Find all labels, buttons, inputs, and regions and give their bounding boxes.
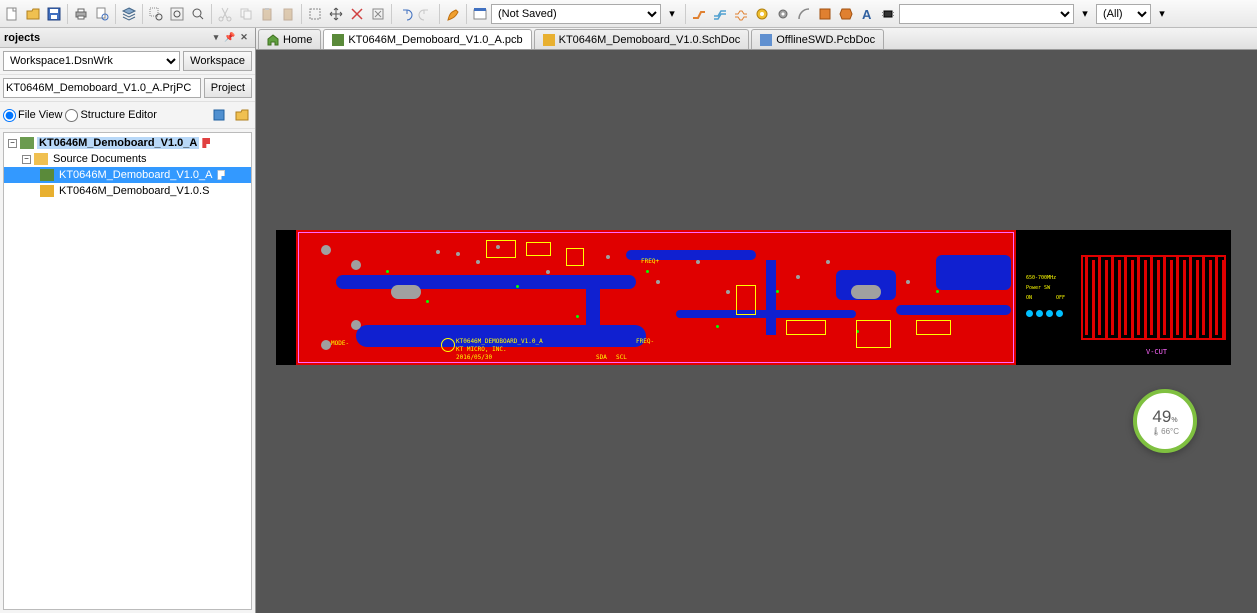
silk-freq-minus: FREQ- [636, 338, 654, 345]
projects-panel: rojects ▾ 📌 ✕ Workspace1.DsnWrk Workspac… [0, 28, 256, 613]
zoom-area-icon[interactable] [146, 4, 166, 24]
silk-date: 2016/05/30 [456, 354, 492, 361]
panel-open-icon[interactable] [232, 105, 252, 125]
home-icon [267, 34, 279, 46]
filter-dropdown-icon[interactable]: ▾ [1152, 4, 1172, 24]
silk-freq-plus: FREQ+ [641, 258, 659, 265]
project-path-input[interactable] [3, 78, 201, 98]
silk-company: KT MICRO, INC. [456, 346, 507, 353]
pcb-doc-icon [332, 34, 344, 46]
silk-off: OFF [1056, 295, 1065, 301]
main-toolbar: (Not Saved) ▾ A ▾ (All) ▾ [0, 0, 1257, 28]
route-multi-icon[interactable] [710, 4, 730, 24]
pad-icon[interactable] [752, 4, 772, 24]
pcb-board-outline: FREQ+ FREQ- KT0646M_DEMOBOARD_V1.0_A KT … [296, 230, 1016, 365]
silk-pwr: Power SW [1026, 285, 1050, 291]
panel-title-bar: rojects ▾ 📌 ✕ [0, 28, 255, 48]
component-dropdown-icon[interactable]: ▾ [1075, 4, 1095, 24]
print-preview-icon[interactable] [92, 4, 112, 24]
paste-icon[interactable] [257, 4, 277, 24]
perf-temp: 🌡66°C [1151, 427, 1179, 436]
tab-home[interactable]: Home [258, 29, 321, 49]
filter-combo[interactable]: (All) [1096, 4, 1151, 24]
panel-close-icon[interactable]: ✕ [237, 31, 251, 45]
tab-offline[interactable]: OfflineSWD.PcbDoc [751, 29, 884, 49]
pcb-canvas: FREQ+ FREQ- KT0646M_DEMOBOARD_V1.0_A KT … [276, 230, 1231, 365]
route-diff-icon[interactable] [731, 4, 751, 24]
tab-pcb[interactable]: KT0646M_Demoboard_V1.0_A.pcb [323, 29, 531, 49]
zoom-select-icon[interactable] [188, 4, 208, 24]
collapse-icon[interactable]: − [22, 155, 31, 164]
panel-pin-icon[interactable]: 📌 [223, 31, 237, 45]
structure-editor-radio[interactable]: Structure Editor [65, 109, 156, 122]
text-icon[interactable]: A [857, 4, 877, 24]
svg-text:A: A [862, 7, 872, 22]
tab-sch[interactable]: KT0646M_Demoboard_V1.0.SchDoc [534, 29, 750, 49]
layers-icon[interactable] [119, 4, 139, 24]
workspace-button[interactable]: Workspace [183, 51, 252, 71]
redo-icon[interactable] [416, 4, 436, 24]
panel-menu-icon[interactable]: ▾ [209, 31, 223, 45]
perf-percent: 49% [1152, 407, 1177, 427]
project-icon [20, 137, 34, 149]
arc-icon[interactable] [794, 4, 814, 24]
silk-on: ON [1026, 295, 1032, 301]
clear-icon[interactable] [368, 4, 388, 24]
project-button[interactable]: Project [204, 78, 252, 98]
panel-title-text: rojects [4, 32, 40, 44]
move-icon[interactable] [326, 4, 346, 24]
undo-icon[interactable] [395, 4, 415, 24]
folder-icon [34, 153, 48, 165]
paste-special-icon[interactable] [278, 4, 298, 24]
cut-icon[interactable] [215, 4, 235, 24]
pcb-doc-icon [40, 169, 54, 181]
file-view-radio[interactable]: File View [3, 109, 62, 122]
open-icon[interactable] [23, 4, 43, 24]
print-icon[interactable] [71, 4, 91, 24]
save-state-combo[interactable]: (Not Saved) [491, 4, 661, 24]
save-icon[interactable] [44, 4, 64, 24]
polygon-icon[interactable] [836, 4, 856, 24]
pcb-antenna [1081, 255, 1226, 340]
document-tabs: Home KT0646M_Demoboard_V1.0_A.pcb KT0646… [256, 28, 1257, 50]
deselect-icon[interactable] [347, 4, 367, 24]
via-icon[interactable] [773, 4, 793, 24]
copy-icon[interactable] [236, 4, 256, 24]
project-tree: − KT0646M_Demoboard_V1.0_A − Source Docu… [3, 132, 252, 610]
route-icon[interactable] [689, 4, 709, 24]
modified-flag-icon [217, 170, 225, 180]
component-lib-combo[interactable] [899, 4, 1074, 24]
select-rect-icon[interactable] [305, 4, 325, 24]
silk-range: 650-700MHz [1026, 275, 1056, 281]
fill-icon[interactable] [815, 4, 835, 24]
silk-mode: MODE- [331, 340, 349, 347]
tree-project-root[interactable]: − KT0646M_Demoboard_V1.0_A [4, 135, 251, 151]
compile-icon[interactable] [209, 105, 229, 125]
sch-doc-icon [40, 185, 54, 197]
zoom-fit-icon[interactable] [167, 4, 187, 24]
silk-board-name: KT0646M_DEMOBOARD_V1.0_A [456, 338, 543, 345]
pcb-editor-viewport[interactable]: FREQ+ FREQ- KT0646M_DEMOBOARD_V1.0_A KT … [256, 50, 1257, 613]
silk-sda: SDA [596, 354, 607, 361]
browse-icon[interactable] [470, 4, 490, 24]
performance-overlay: 49% 🌡66°C [1133, 389, 1197, 453]
tree-pcb-doc[interactable]: KT0646M_Demoboard_V1.0_A [4, 167, 251, 183]
tree-source-folder[interactable]: − Source Documents [4, 151, 251, 167]
modified-flag-icon [202, 138, 210, 148]
run-script-icon[interactable] [443, 4, 463, 24]
pcb-doc-icon [760, 34, 772, 46]
tree-sch-doc[interactable]: KT0646M_Demoboard_V1.0.S [4, 183, 251, 199]
new-doc-icon[interactable] [2, 4, 22, 24]
collapse-icon[interactable]: − [8, 139, 17, 148]
main-editor-area: Home KT0646M_Demoboard_V1.0_A.pcb KT0646… [256, 28, 1257, 613]
sch-doc-icon [543, 34, 555, 46]
silk-vcut: V-CUT [1146, 348, 1167, 356]
silk-scl: SCL [616, 354, 627, 361]
component-icon[interactable] [878, 4, 898, 24]
save-state-dropdown-icon[interactable]: ▾ [662, 4, 682, 24]
workspace-combo[interactable]: Workspace1.DsnWrk [3, 51, 180, 71]
